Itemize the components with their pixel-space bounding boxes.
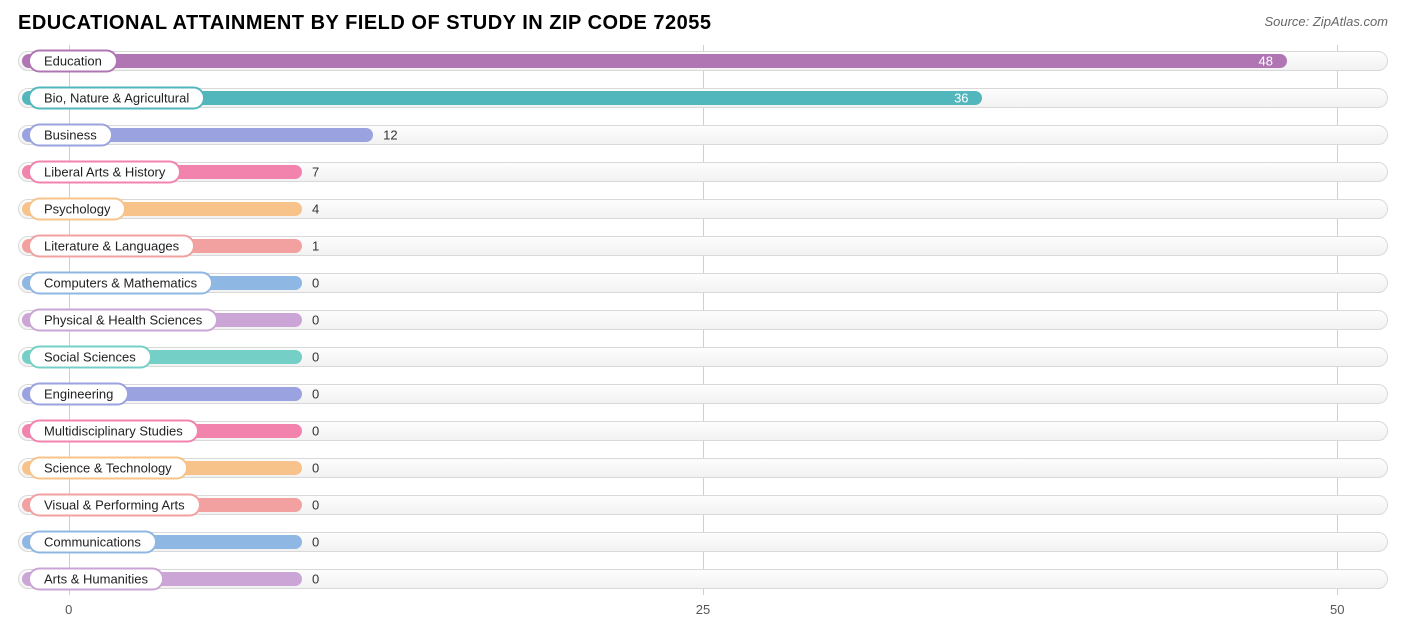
- bar-value: 0: [312, 424, 319, 439]
- bar-value: 12: [383, 128, 397, 143]
- bar-value: 0: [312, 313, 319, 328]
- bar-value: 0: [312, 350, 319, 365]
- bar-label-pill: Education: [28, 50, 118, 73]
- bar-row: Physical & Health Sciences 0: [18, 304, 1388, 336]
- bar-value: 1: [312, 239, 319, 254]
- bar-label-pill: Literature & Languages: [28, 235, 195, 258]
- x-tick-label: 0: [65, 602, 72, 617]
- bar-row: Social Sciences 0: [18, 341, 1388, 373]
- bar-row: Arts & Humanities 0: [18, 563, 1388, 595]
- bar-row: Science & Technology 0: [18, 452, 1388, 484]
- bar-row: Multidisciplinary Studies 0: [18, 415, 1388, 447]
- bar-label-pill: Computers & Mathematics: [28, 272, 213, 295]
- bar-label-pill: Communications: [28, 531, 157, 554]
- bar-label-pill: Physical & Health Sciences: [28, 309, 218, 332]
- bar-value: 48: [1259, 54, 1273, 69]
- bar-value: 7: [312, 165, 319, 180]
- bar-label-pill: Arts & Humanities: [28, 568, 164, 591]
- chart-source: Source: ZipAtlas.com: [1264, 14, 1388, 29]
- bar-label-pill: Psychology: [28, 198, 126, 221]
- chart-area: Education48Bio, Nature & Agricultural36B…: [18, 45, 1388, 622]
- bar-row: Computers & Mathematics 0: [18, 267, 1388, 299]
- bar-label-pill: Social Sciences: [28, 346, 152, 369]
- bar-row: Literature & Languages 1: [18, 230, 1388, 262]
- bar-row: Business 12: [18, 119, 1388, 151]
- x-axis: 0 25 50: [18, 600, 1388, 622]
- bar-row: Engineering 0: [18, 378, 1388, 410]
- bar-value: 0: [312, 535, 319, 550]
- bar-row: Communications 0: [18, 526, 1388, 558]
- plot-area: Education48Bio, Nature & Agricultural36B…: [18, 45, 1388, 595]
- bar-row: Education 48: [18, 45, 1388, 77]
- bar-value: 36: [954, 91, 968, 106]
- bar-label-pill: Business: [28, 124, 113, 147]
- bar-row: Psychology 4: [18, 193, 1388, 225]
- bar-label-pill: Visual & Performing Arts: [28, 494, 201, 517]
- chart-header: EDUCATIONAL ATTAINMENT BY FIELD OF STUDY…: [18, 12, 1388, 35]
- bar-value: 0: [312, 387, 319, 402]
- bar-value: 4: [312, 202, 319, 217]
- bar-label-pill: Liberal Arts & History: [28, 161, 181, 184]
- bar-label-pill: Bio, Nature & Agricultural: [28, 87, 205, 110]
- bar-label-pill: Engineering: [28, 383, 129, 406]
- bar-value: 0: [312, 276, 319, 291]
- x-tick-label: 25: [696, 602, 710, 617]
- bar-row: Visual & Performing Arts 0: [18, 489, 1388, 521]
- bar-value: 0: [312, 498, 319, 513]
- bar-fill: [22, 54, 1287, 68]
- bar-value: 0: [312, 461, 319, 476]
- bar-row: Bio, Nature & Agricultural 36: [18, 82, 1388, 114]
- bar-label-pill: Multidisciplinary Studies: [28, 420, 199, 443]
- bar-value: 0: [312, 572, 319, 587]
- bar-label-pill: Science & Technology: [28, 457, 188, 480]
- chart-title: EDUCATIONAL ATTAINMENT BY FIELD OF STUDY…: [18, 12, 712, 35]
- bar-row: Liberal Arts & History 7: [18, 156, 1388, 188]
- x-tick-label: 50: [1330, 602, 1344, 617]
